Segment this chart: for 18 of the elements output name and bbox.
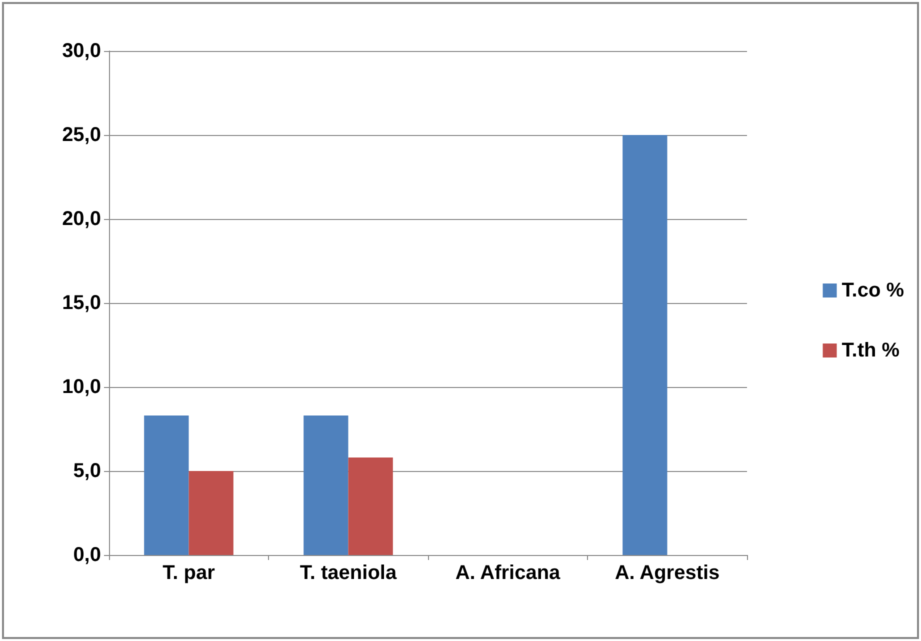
x-tick-label: T. taeniola xyxy=(300,562,398,584)
y-tick-label: 25,0 xyxy=(62,124,101,146)
bar xyxy=(144,416,189,555)
y-tick-label: 0,0 xyxy=(73,544,101,566)
bar xyxy=(304,416,348,555)
bar xyxy=(188,471,234,555)
x-tick-label: A. Agrestis xyxy=(614,562,720,584)
x-tick-label: T. par xyxy=(162,562,216,584)
legend-label: T.th % xyxy=(842,340,900,362)
y-tick-label: 20,0 xyxy=(62,208,101,230)
y-tick-label: 15,0 xyxy=(62,292,101,314)
legend-label: T.co % xyxy=(842,280,904,302)
bar xyxy=(348,458,393,555)
x-tick-label: A. Africana xyxy=(455,562,562,584)
y-tick-label: 10,0 xyxy=(62,376,101,398)
bar xyxy=(622,135,668,555)
y-tick-label: 30,0 xyxy=(62,40,101,62)
y-tick-label: 5,0 xyxy=(73,460,101,482)
